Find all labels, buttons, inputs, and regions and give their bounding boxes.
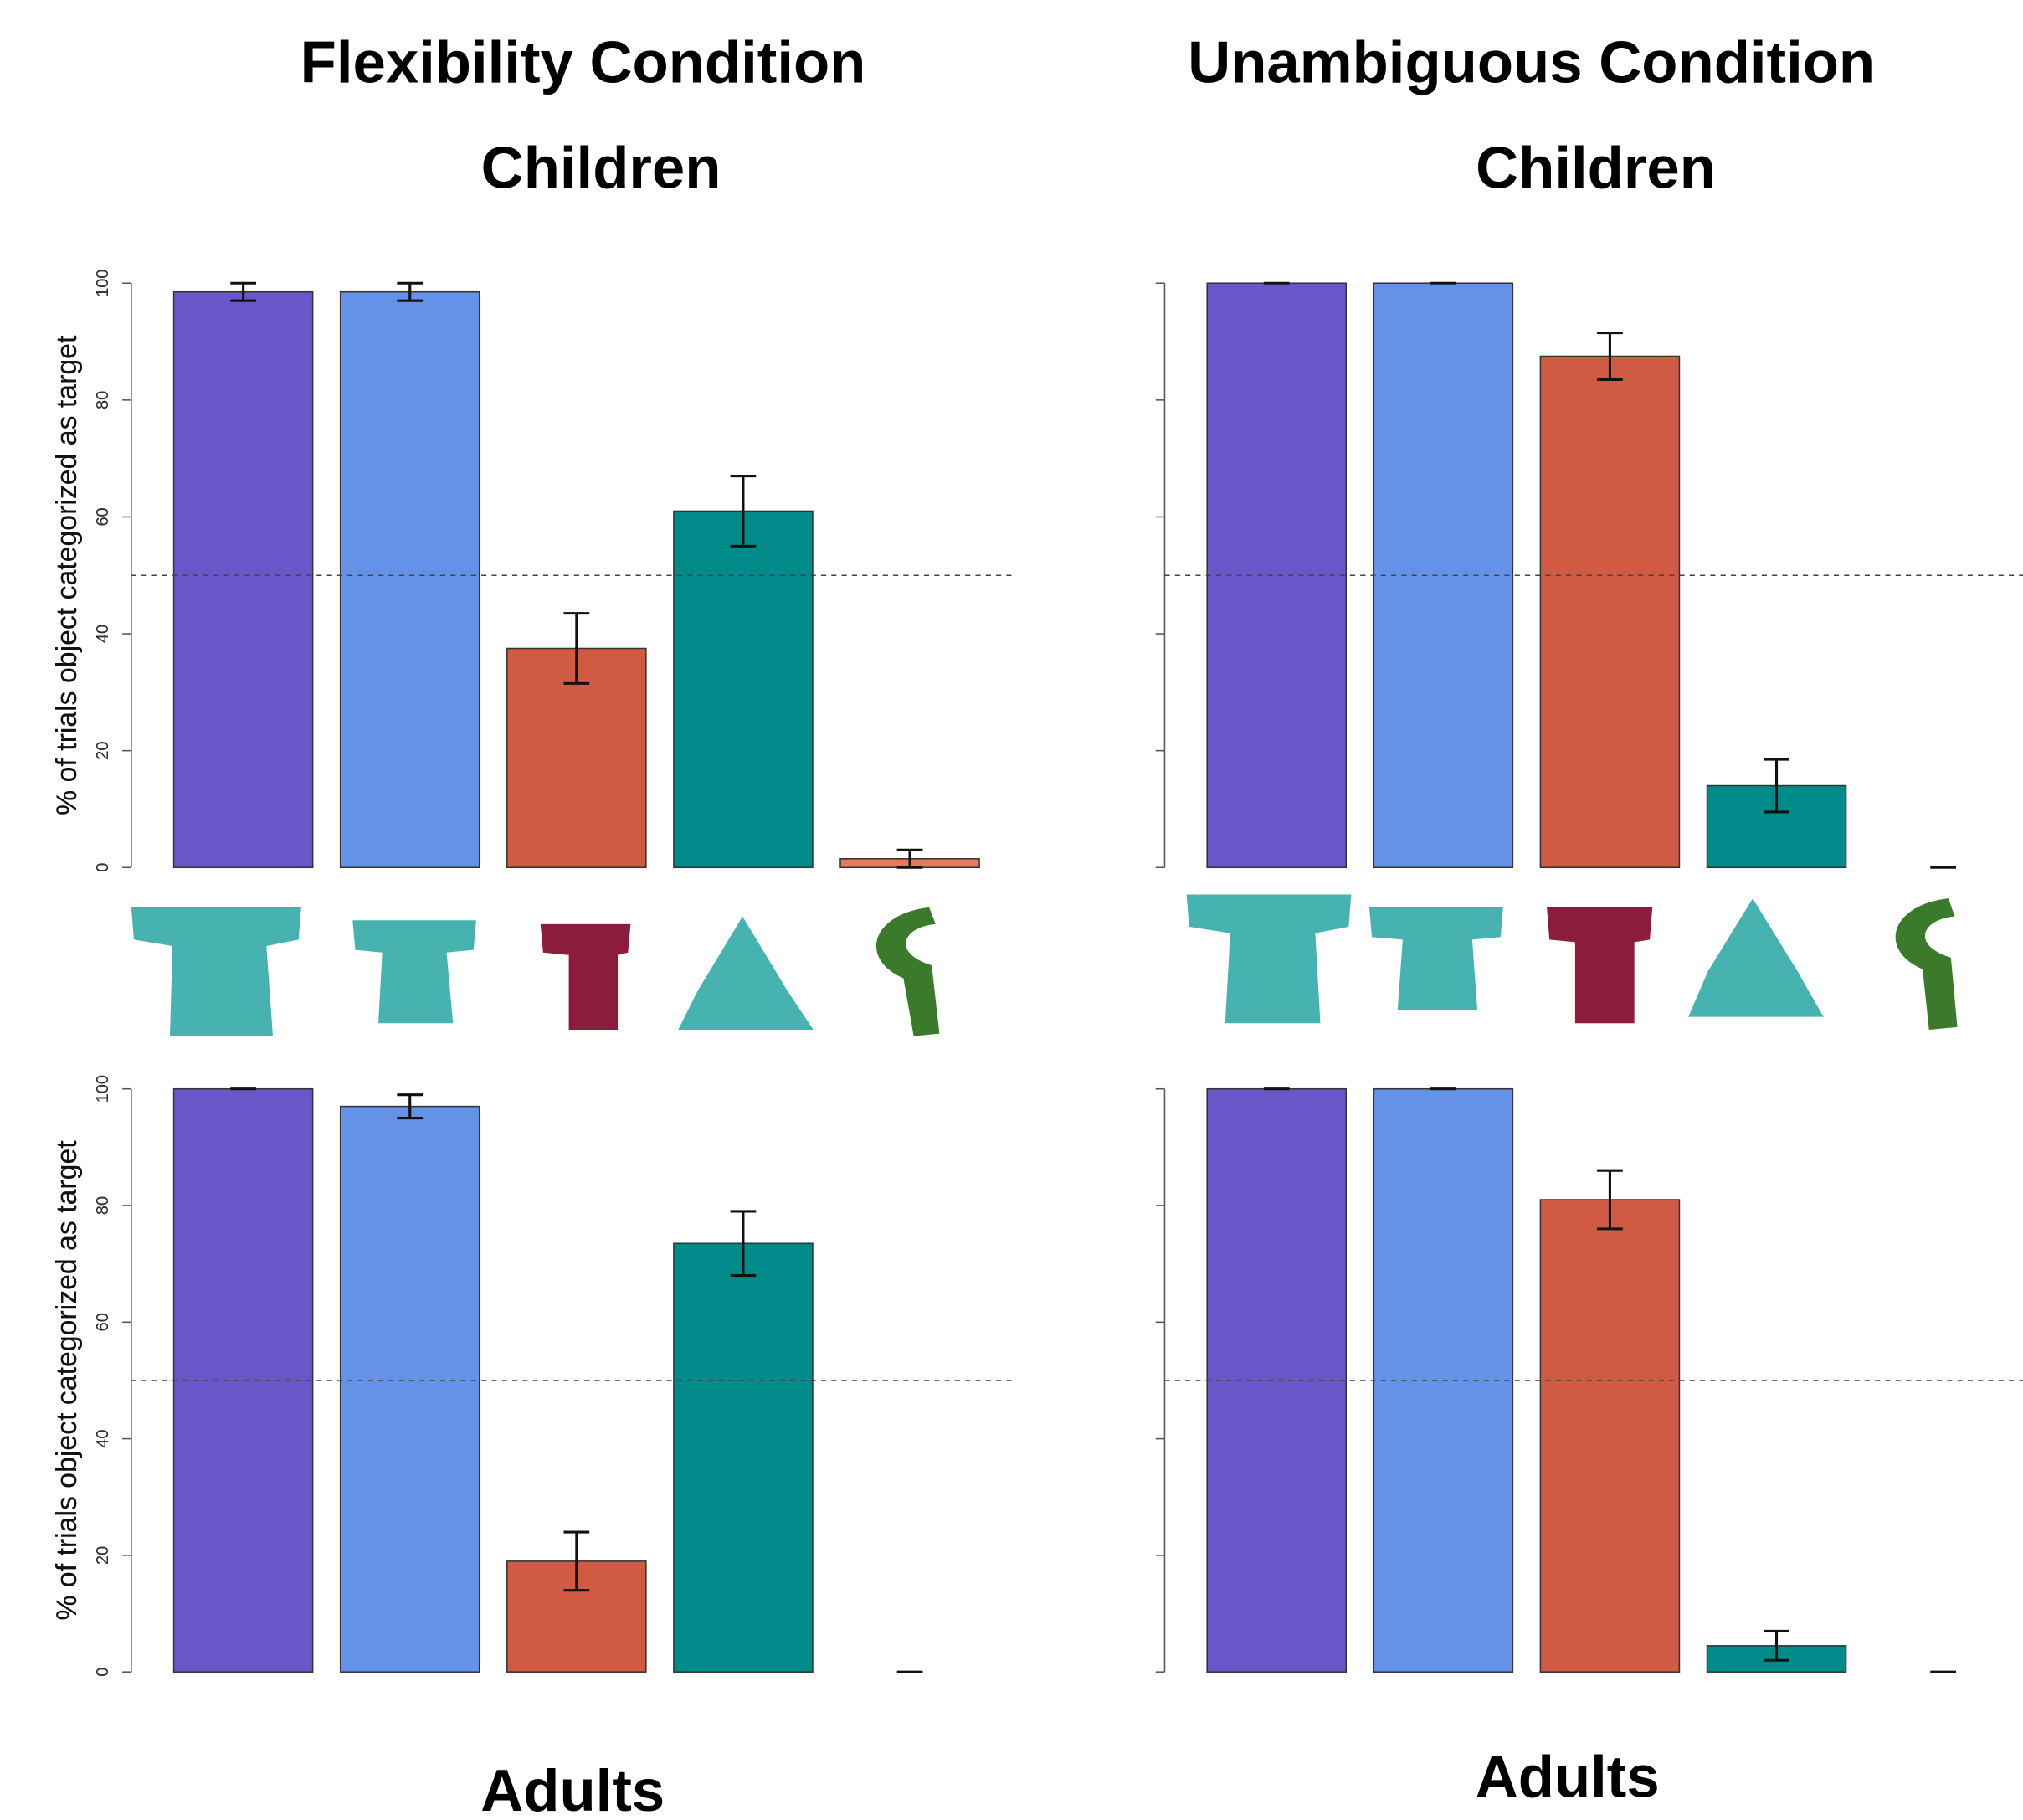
bar [1540, 1200, 1679, 1672]
y-tick-label: 100 [94, 1075, 112, 1103]
y-tick-label: 80 [94, 1196, 112, 1215]
bar [174, 292, 313, 868]
chart-title: Children [481, 134, 721, 200]
figure: Flexibility Condition Unambiguous Condit… [0, 0, 2023, 1820]
y-tick-label: 40 [94, 1429, 112, 1447]
bar [674, 1243, 813, 1672]
page: Flexibility Condition Unambiguous Condit… [0, 0, 2023, 1820]
y-tick-label: 40 [94, 625, 112, 643]
y-tick-label: 60 [94, 507, 112, 526]
y-tick-label: 60 [94, 1313, 112, 1331]
bar [1540, 356, 1679, 867]
chart-title: Children [1476, 134, 1716, 200]
y-axis-label: % of trials object categorized as target [51, 1140, 83, 1621]
bar [674, 511, 813, 867]
bar [341, 292, 480, 868]
column-title: Unambiguous Condition [1188, 28, 1875, 95]
y-tick-label: 0 [94, 863, 112, 872]
y-tick-label: 100 [94, 270, 112, 297]
y-tick-label: 20 [94, 742, 112, 760]
y-tick-label: 20 [94, 1546, 112, 1565]
chart-title: Adults [1476, 1743, 1660, 1809]
y-tick-label: 0 [94, 1668, 112, 1677]
chart-title: Adults [480, 1757, 665, 1820]
column-title: Flexibility Condition [300, 28, 866, 95]
bar [341, 1107, 480, 1673]
y-axis-label: % of trials object categorized as target [51, 335, 83, 815]
y-tick-label: 80 [94, 391, 112, 409]
